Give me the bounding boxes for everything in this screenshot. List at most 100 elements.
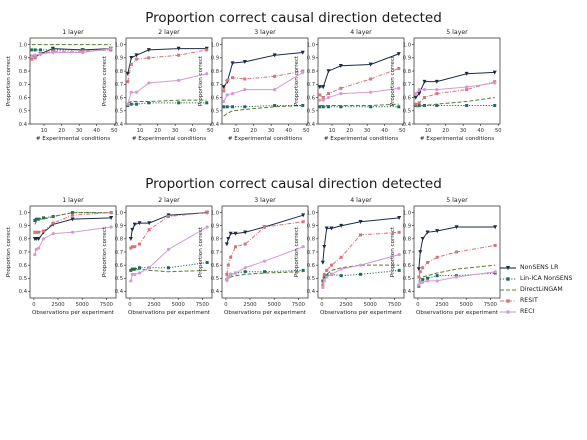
bottom-panel-2: 2 layer 0.4 0.5 0.6 0.7 0.8 0.9 1.0 0 2500 5000 750… bbox=[102, 197, 213, 316]
resit-point bbox=[273, 74, 277, 78]
top-panel-2-lin-ica-nonsens-line bbox=[127, 102, 207, 106]
bottom-panel-2-directlingam-line bbox=[130, 268, 208, 273]
resit-point bbox=[243, 242, 247, 246]
x-tick-label: 20 bbox=[346, 128, 353, 134]
x-tick-label: 10 bbox=[329, 128, 336, 134]
resit-point bbox=[234, 245, 238, 249]
y-tick-label: 0.6 bbox=[403, 263, 411, 269]
top-panel-2-reci-line bbox=[127, 73, 207, 105]
top-panel-3-title: 3 layer bbox=[254, 29, 276, 36]
y-tick-label: 0.7 bbox=[211, 250, 219, 256]
reci-point bbox=[109, 225, 113, 229]
reci-point bbox=[417, 88, 421, 92]
x-tick-label: 20 bbox=[154, 128, 161, 134]
y-tick-label: 0.8 bbox=[307, 69, 315, 75]
lin-ica-nonsens-point bbox=[339, 105, 343, 109]
resit-point bbox=[263, 225, 267, 229]
resit-point bbox=[321, 283, 325, 287]
reci-point bbox=[33, 253, 37, 257]
lin-ica-nonsens-point bbox=[243, 105, 247, 109]
reci-point bbox=[222, 99, 226, 104]
reci-point bbox=[41, 237, 46, 241]
reci-point bbox=[358, 263, 363, 267]
top-panel-3-xlabel: # Experimental conditions bbox=[228, 136, 302, 142]
y-tick-label: 0.4 bbox=[307, 122, 316, 128]
reci-point bbox=[422, 88, 427, 92]
nonsens-lr-point bbox=[134, 53, 139, 58]
y-tick-label: 0.6 bbox=[211, 95, 219, 101]
x-tick-label: 40 bbox=[477, 128, 484, 134]
nonsens-lr-point bbox=[230, 61, 235, 66]
y-tick-label: 0.4 bbox=[211, 122, 220, 128]
resit-point bbox=[421, 266, 425, 270]
resit-point bbox=[339, 255, 343, 259]
legend-label: Lin-ICA NonSENS bbox=[520, 275, 573, 282]
top-panel-4-ylabel: Proportion correct bbox=[294, 55, 300, 106]
y-tick-label: 0.4 bbox=[115, 289, 124, 295]
y-tick-label: 0.9 bbox=[211, 56, 219, 62]
nonsens-lr-point bbox=[397, 216, 402, 221]
top-panel-5-reci-line bbox=[415, 82, 495, 94]
legend-label: RESIT bbox=[520, 297, 538, 304]
y-tick-label: 0.5 bbox=[19, 276, 27, 282]
y-tick-label: 0.6 bbox=[115, 95, 123, 101]
x-tick-label: 30 bbox=[364, 128, 371, 134]
reci-point bbox=[33, 53, 37, 57]
y-tick-label: 0.6 bbox=[307, 263, 315, 269]
x-tick-label: 30 bbox=[172, 128, 179, 134]
lin-ica-nonsens-point bbox=[421, 278, 425, 282]
bottom-figure-title: Proportion correct causal direction dete… bbox=[145, 176, 442, 192]
reci-point bbox=[51, 50, 55, 55]
legend-item-lin-ica-nonsens: Lin-ICA NonSENS bbox=[500, 273, 572, 284]
x-tick-label: 2500 bbox=[147, 302, 160, 308]
reci-point bbox=[465, 85, 469, 89]
top-panel-1-resit-line bbox=[31, 49, 111, 60]
nonsens-lr-point bbox=[324, 226, 329, 231]
y-tick-label: 0.9 bbox=[403, 224, 411, 230]
y-tick-label: 0.5 bbox=[211, 109, 219, 115]
lin-ica-nonsens-point bbox=[465, 103, 469, 107]
reci-point bbox=[454, 275, 459, 279]
nonsens-lr-point bbox=[109, 216, 114, 221]
y-tick-label: 0.4 bbox=[403, 122, 412, 128]
reci-point bbox=[134, 90, 139, 94]
reci-point bbox=[205, 72, 209, 76]
y-tick-label: 0.9 bbox=[115, 56, 123, 62]
lin-ica-nonsens-point bbox=[318, 105, 322, 109]
top-panel-3-reci-line bbox=[223, 71, 303, 102]
lin-ica-nonsens-point bbox=[243, 270, 247, 274]
reci-point bbox=[70, 230, 75, 234]
resit-point bbox=[231, 76, 235, 80]
nonsens-lr-point bbox=[243, 230, 248, 235]
reci-point bbox=[301, 70, 305, 74]
bottom-panel-4-title: 4 layer bbox=[350, 197, 372, 204]
reci-point bbox=[37, 246, 41, 250]
resit-point bbox=[147, 228, 151, 232]
nonsens-lr-point bbox=[321, 85, 326, 90]
nonsens-lr-point bbox=[242, 60, 247, 65]
top-panel-3-frame bbox=[221, 37, 309, 125]
top-panel-5-title: 5 layer bbox=[446, 29, 468, 36]
reci-point bbox=[339, 91, 343, 96]
top-panel-3-ylabel: Proportion correct bbox=[198, 55, 204, 106]
legend-swatch-directlingam bbox=[500, 288, 516, 291]
nonsens-lr-point bbox=[413, 95, 418, 100]
lin-ica-nonsens-point bbox=[327, 105, 331, 109]
resit-point bbox=[455, 250, 459, 254]
nonsens-lr-point bbox=[226, 237, 231, 242]
legend-item-resit: RESIT bbox=[500, 295, 572, 306]
top-panel-4-frame bbox=[317, 37, 405, 125]
resit-point bbox=[369, 77, 373, 81]
bottom-panel-4-directlingam-line bbox=[322, 264, 400, 279]
nonsens-lr-point bbox=[420, 237, 425, 242]
top-panel-3-directlingam-line bbox=[223, 104, 303, 117]
reci-point bbox=[435, 88, 439, 92]
reci-point bbox=[225, 93, 229, 97]
nonsens-lr-point bbox=[137, 221, 142, 226]
top-panel-3-nonsens-lr-line bbox=[223, 52, 303, 88]
bottom-panel-1-xlabel: Observations per experiment bbox=[32, 310, 115, 316]
resit-point bbox=[417, 101, 421, 105]
resit-point bbox=[418, 270, 422, 274]
x-tick-label: 7500 bbox=[388, 302, 401, 308]
top-figure-title: Proportion correct causal direction dete… bbox=[145, 10, 442, 26]
